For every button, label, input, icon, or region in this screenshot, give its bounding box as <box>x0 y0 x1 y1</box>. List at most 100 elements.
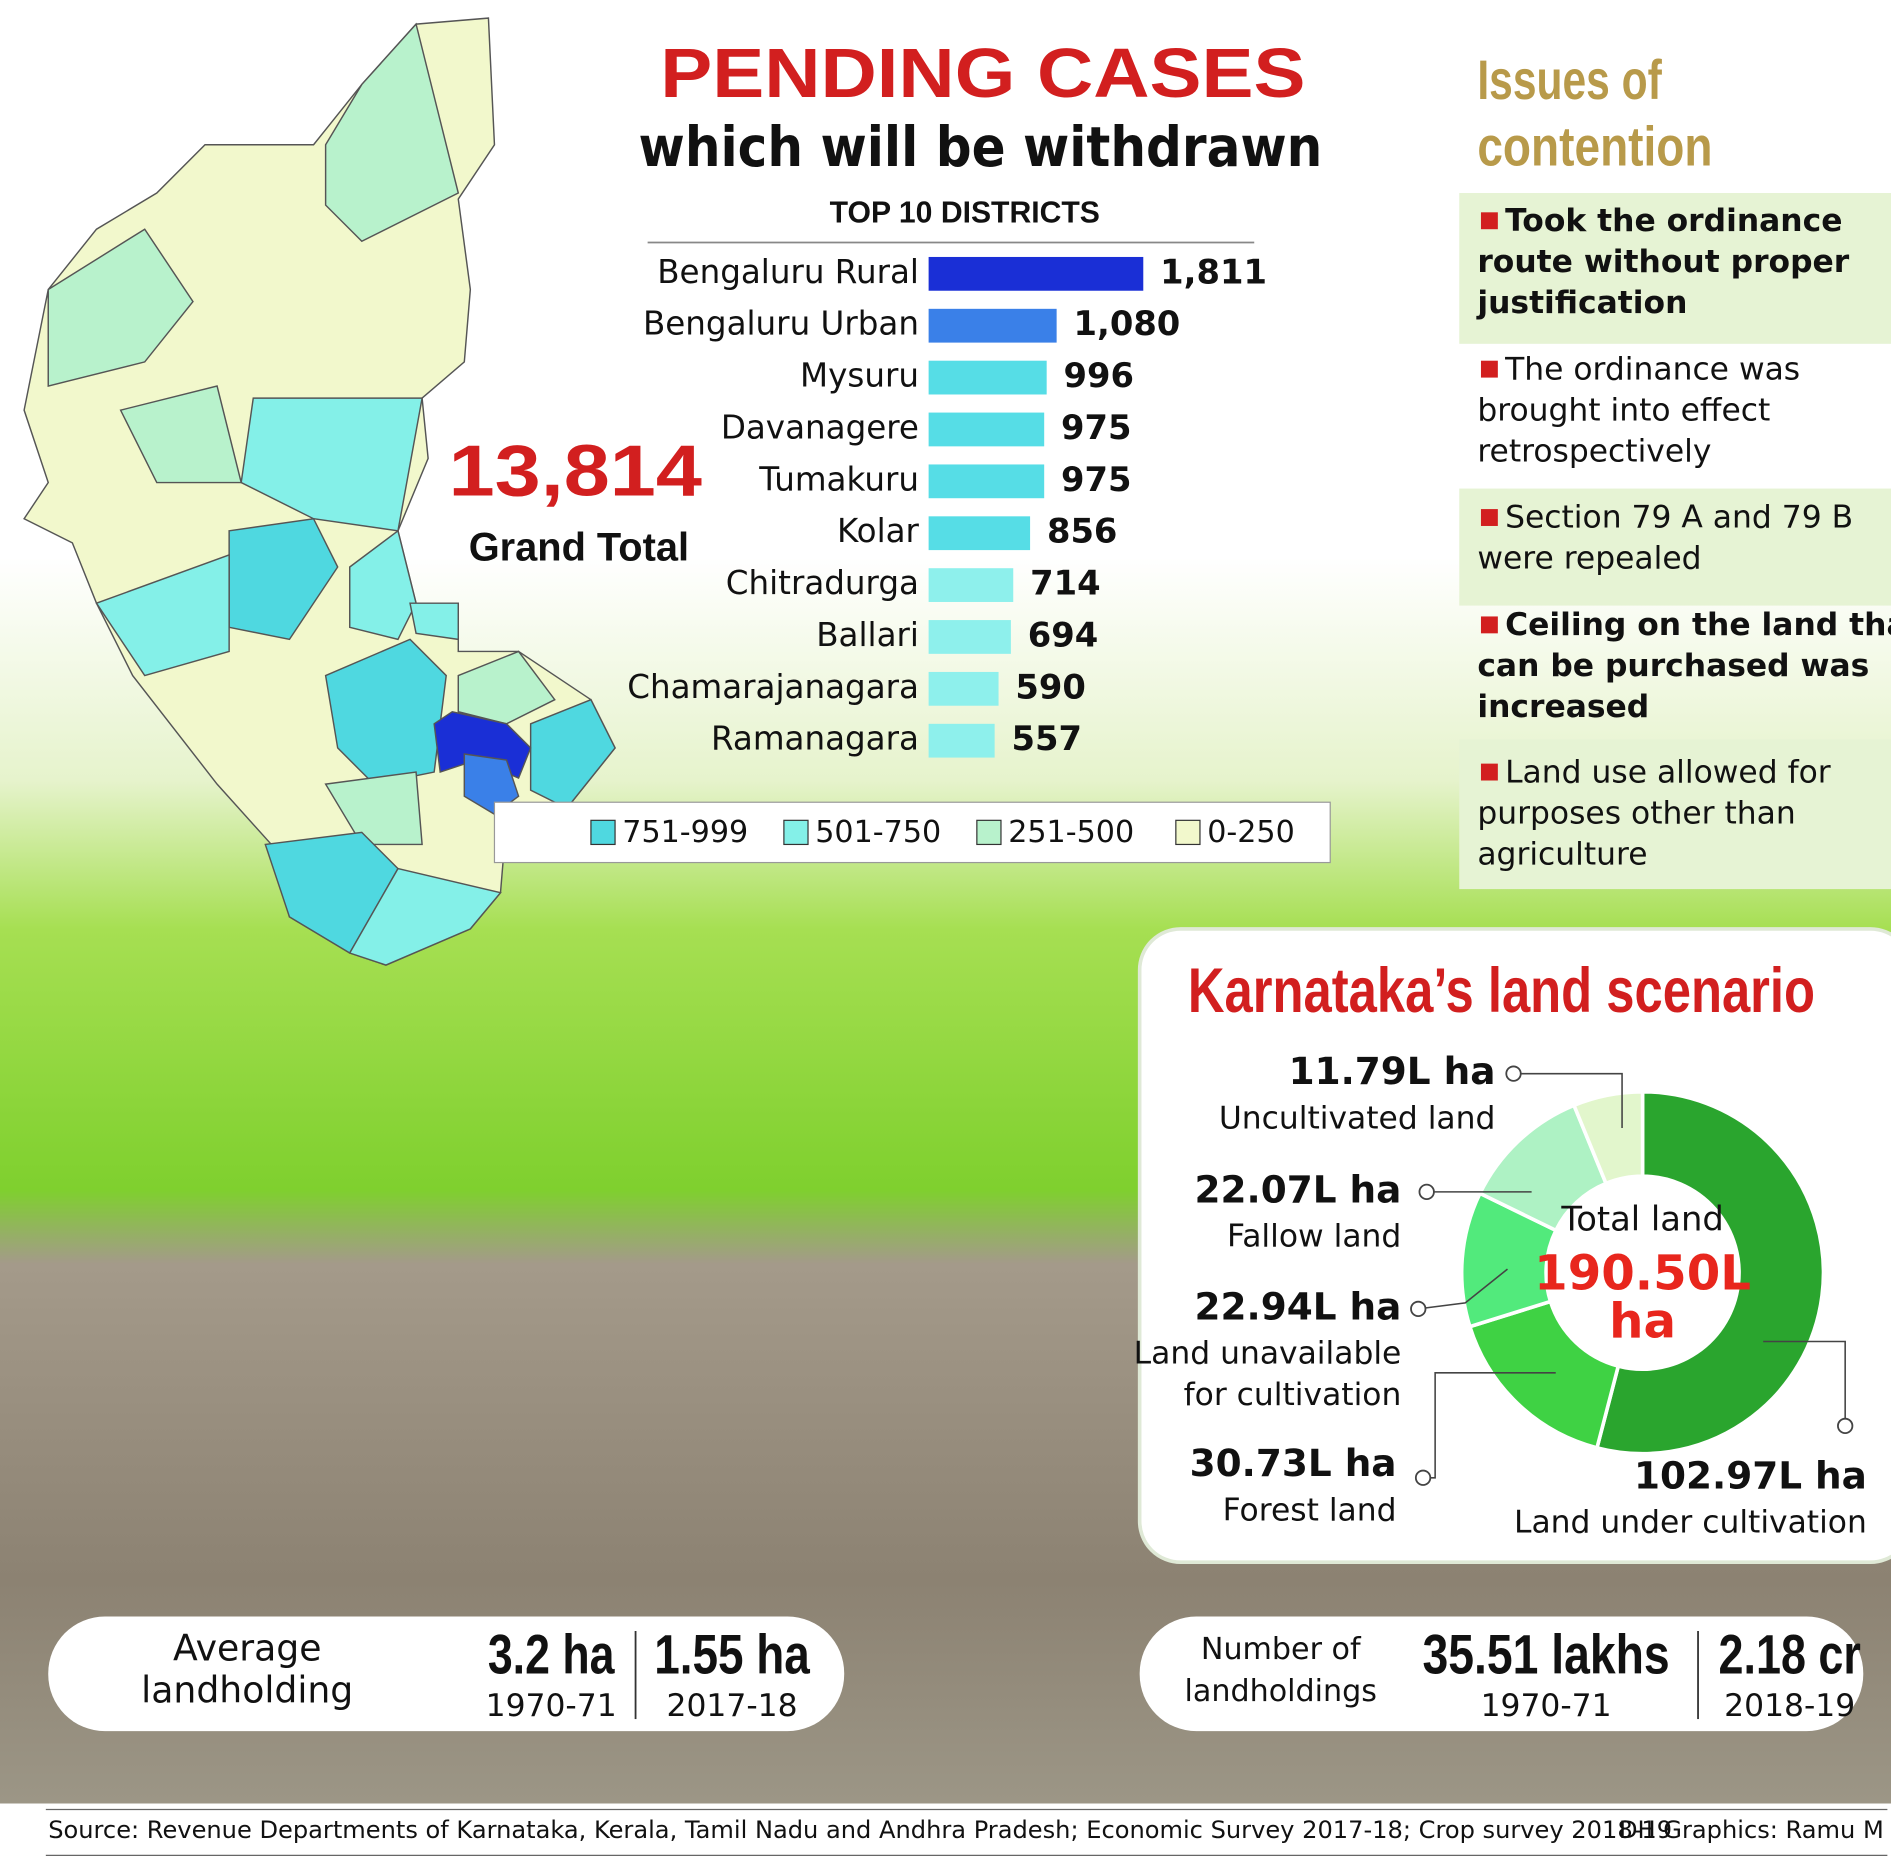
bar <box>928 516 1031 551</box>
leader-dot <box>1414 1469 1432 1486</box>
bar-category: Davanagere <box>721 408 919 446</box>
district <box>349 529 417 641</box>
stat-period: 1970-71 <box>486 1688 617 1724</box>
legend-swatch <box>1175 819 1201 846</box>
district <box>409 602 460 641</box>
district <box>240 397 423 532</box>
donut-center-label: Total land <box>1560 1199 1723 1238</box>
district <box>457 650 556 725</box>
donut-value-label: 102.97L ha <box>1634 1453 1867 1497</box>
donut-total: 190.50L <box>1534 1245 1751 1301</box>
issue-text: retrospectively <box>1477 433 1711 469</box>
bar-value: 975 <box>1061 408 1131 447</box>
source: Source: Revenue Departments of Karnataka… <box>48 1816 1672 1844</box>
bar-category: Ramanagara <box>711 720 919 758</box>
bar-value: 590 <box>1015 667 1085 706</box>
donut-segment <box>1467 1299 1621 1451</box>
stat-value: 1.55 ha <box>654 1623 811 1685</box>
issue-text: Took the ordinance <box>1505 203 1842 239</box>
issue-text: agriculture <box>1477 836 1647 872</box>
leader-line <box>1513 1072 1623 1128</box>
bar <box>928 671 999 706</box>
legend-label: 501-750 <box>815 815 941 850</box>
donut-category-label: Fallow land <box>1227 1219 1401 1255</box>
issue-text: Ceiling on the land that <box>1505 607 1891 643</box>
leader-line <box>1763 1340 1846 1426</box>
leader-dot <box>1410 1300 1427 1318</box>
legend-label: 751-999 <box>622 815 748 850</box>
leader-dot <box>1837 1417 1854 1435</box>
stat-period: 2017-18 <box>667 1688 798 1724</box>
stat-title: Number of <box>1201 1632 1362 1667</box>
district-map <box>23 17 616 966</box>
donut-value-label: 22.07L ha <box>1195 1167 1402 1211</box>
bar-value: 694 <box>1028 615 1098 654</box>
stat-pill <box>48 1616 845 1732</box>
legend-swatch <box>783 819 809 846</box>
legend-label: 251-500 <box>1008 815 1134 850</box>
footer-band <box>0 1803 1891 1859</box>
donut-title: Karnataka’s land scenario <box>1188 956 1815 1026</box>
issue-bullet <box>1480 616 1498 634</box>
bar-value: 996 <box>1064 356 1134 395</box>
issue-text: brought into effect <box>1477 392 1770 428</box>
leader-dot <box>1505 1065 1522 1082</box>
issue-bullet <box>1480 212 1498 230</box>
district <box>95 553 230 677</box>
donut-category-label: Forest land <box>1223 1493 1397 1529</box>
bar <box>928 256 1144 291</box>
issue-bullet <box>1480 509 1498 526</box>
stat-value: 2.18 cr <box>1719 1623 1861 1685</box>
leader-dot <box>1418 1183 1435 1201</box>
grand-total-label: Grand Total <box>469 526 689 570</box>
stat-title: Average <box>173 1626 322 1669</box>
donut-value-label: 30.73L ha <box>1190 1441 1397 1485</box>
bar <box>928 360 1047 395</box>
bar <box>928 568 1014 602</box>
bar-value: 1,811 <box>1160 252 1267 291</box>
bar <box>928 723 995 758</box>
bar-category: Bengaluru Rural <box>657 253 919 291</box>
bar-value: 975 <box>1061 460 1131 499</box>
stat-value: 35.51 lakhs <box>1422 1623 1669 1685</box>
issue-bullet <box>1480 360 1498 378</box>
bar-category: Tumakuru <box>758 460 919 498</box>
bar-value: 1,080 <box>1074 304 1181 343</box>
district <box>324 771 423 846</box>
donut-value-label: 11.79L ha <box>1289 1049 1496 1093</box>
bar-title: PENDING CASES <box>660 34 1305 112</box>
legend-label: 0-250 <box>1207 815 1295 850</box>
bar-category: Bengaluru Urban <box>643 305 919 343</box>
issues-title: contention <box>1477 115 1712 177</box>
district <box>324 22 460 243</box>
bar-value: 856 <box>1047 512 1117 551</box>
bar-category: Chamarajanagara <box>627 668 919 706</box>
bar-label: TOP 10 DISTRICTS <box>830 197 1100 230</box>
district <box>348 867 502 966</box>
stat-title: landholding <box>141 1669 353 1712</box>
stat-period: 2018-19 <box>1724 1688 1855 1724</box>
bar-value: 714 <box>1030 564 1100 603</box>
legend-swatch <box>590 819 616 846</box>
bar-subtitle: which will be withdrawn <box>639 116 1323 180</box>
issue-bullet <box>1480 763 1498 781</box>
bar-category: Mysuru <box>800 357 919 395</box>
credit: DH Graphics: Ramu M <box>1619 1816 1884 1844</box>
issue-bg <box>1459 193 1891 344</box>
bar <box>928 464 1045 499</box>
issue-text: justification <box>1475 285 1687 321</box>
bar-value: 557 <box>1012 719 1082 758</box>
donut-hole <box>1548 1178 1737 1367</box>
issue-text: purposes other than <box>1477 795 1795 831</box>
issues-title: Issues of <box>1477 49 1662 111</box>
district <box>47 228 194 387</box>
bar <box>928 412 1045 447</box>
issue-text: increased <box>1477 689 1649 725</box>
bar-category: Ballari <box>816 616 919 654</box>
stat-value: 3.2 ha <box>488 1623 616 1685</box>
issue-text: Section 79 A and 79 B <box>1505 500 1853 536</box>
bar <box>928 620 1011 654</box>
donut-value-label: 22.94L ha <box>1195 1284 1402 1328</box>
